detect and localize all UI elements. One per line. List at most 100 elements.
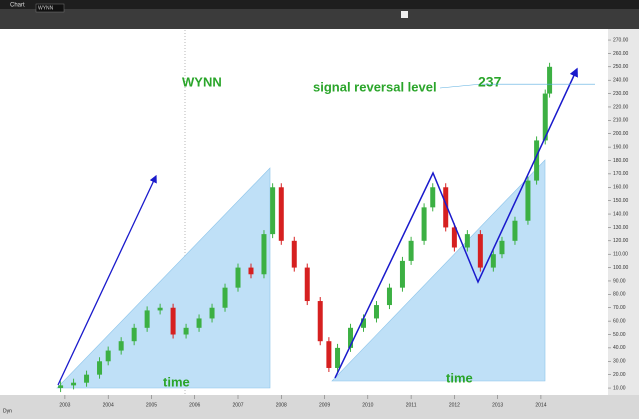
toolbar xyxy=(0,9,639,29)
candle-body xyxy=(335,347,341,368)
y-tick-label: 240.00 xyxy=(613,78,629,84)
signal-annotation: signal reversal level xyxy=(313,79,437,94)
candle-body xyxy=(170,307,176,335)
candle xyxy=(326,337,332,372)
y-tick-label: 130.00 xyxy=(613,225,629,231)
candle-body xyxy=(183,327,189,335)
candle-body xyxy=(477,234,483,268)
y-tick-label: 100.00 xyxy=(613,265,629,271)
candles xyxy=(58,62,553,393)
y-tick-label: 220.00 xyxy=(613,104,629,110)
candle-body xyxy=(58,385,64,389)
x-tick-label: 2005 xyxy=(146,402,157,408)
toolbar-button[interactable] xyxy=(401,11,408,18)
y-tick-label: 210.00 xyxy=(613,118,629,124)
candle-body xyxy=(525,180,531,221)
candle xyxy=(373,301,379,323)
candle-body xyxy=(451,227,457,248)
candle-body xyxy=(430,187,436,208)
candle-body xyxy=(408,240,414,261)
candle xyxy=(157,303,163,315)
candle-body xyxy=(222,287,228,308)
y-tick-label: 170.00 xyxy=(613,171,629,177)
candle xyxy=(261,230,267,279)
candle-body xyxy=(248,267,254,275)
candle-body xyxy=(443,187,449,228)
candle-body xyxy=(235,267,241,288)
candle xyxy=(304,263,310,306)
y-tick-label: 190.00 xyxy=(613,144,629,150)
y-tick-label: 30.00 xyxy=(613,359,626,365)
candle xyxy=(222,283,228,312)
symbol-input[interactable]: WYNN xyxy=(38,5,54,11)
candle xyxy=(97,357,103,379)
candle xyxy=(547,62,553,98)
candle-body xyxy=(464,234,470,248)
candle xyxy=(84,370,90,387)
candle xyxy=(209,303,215,323)
x-tick-label: 2012 xyxy=(449,402,460,408)
level-annotation: 237 xyxy=(478,74,502,90)
y-tick-label: 60.00 xyxy=(613,318,626,324)
candle-body xyxy=(270,187,276,235)
time-annotation: time xyxy=(446,370,473,385)
candle-body xyxy=(542,93,548,141)
y-tick-label: 180.00 xyxy=(613,158,629,164)
tab-label[interactable]: Chart xyxy=(10,3,25,9)
candle-body xyxy=(157,307,163,311)
y-tick-label: 270.00 xyxy=(613,37,629,43)
candle-body xyxy=(326,341,332,368)
symbol-box[interactable] xyxy=(35,3,65,13)
y-tick-label: 140.00 xyxy=(613,211,629,217)
x-tick-label: 2008 xyxy=(276,402,287,408)
x-tick-label: 2006 xyxy=(189,402,200,408)
y-tick-label: 90.00 xyxy=(613,278,626,284)
candle-body xyxy=(547,66,553,94)
y-tick-label: 120.00 xyxy=(613,238,629,244)
candle xyxy=(421,203,427,245)
y-tick-label: 10.00 xyxy=(613,385,626,391)
candle xyxy=(512,216,518,245)
candle-body xyxy=(118,341,124,351)
y-tick-label: 40.00 xyxy=(613,345,626,351)
y-tick-label: 20.00 xyxy=(613,372,626,378)
candle xyxy=(443,183,449,232)
y-tick-label: 110.00 xyxy=(613,252,628,258)
candle-body xyxy=(534,140,540,181)
candle-body xyxy=(499,240,505,255)
x-tick-label: 2003 xyxy=(59,402,70,408)
candle-body xyxy=(373,305,379,319)
candle-body xyxy=(196,318,202,328)
candle xyxy=(408,236,414,265)
candle xyxy=(490,250,496,272)
y-axis-area xyxy=(608,29,639,395)
y-tick-label: 150.00 xyxy=(613,198,629,204)
candle xyxy=(464,230,470,252)
candle-body xyxy=(278,187,284,241)
candle-body xyxy=(386,287,392,306)
trend-arrow xyxy=(334,67,578,379)
candle-body xyxy=(261,234,267,275)
y-tick-label: 160.00 xyxy=(613,185,629,191)
candle xyxy=(399,256,405,292)
candle-body xyxy=(512,220,518,241)
candle-body xyxy=(97,361,103,375)
x-tick-label: 2013 xyxy=(492,402,503,408)
tab-bar xyxy=(0,0,639,9)
candle xyxy=(58,381,64,393)
candle-body xyxy=(361,318,367,328)
x-tick-label: 2004 xyxy=(103,402,114,408)
candle-body xyxy=(291,240,297,268)
x-axis-area xyxy=(0,395,639,419)
y-tick-label: 50.00 xyxy=(613,332,626,338)
candle xyxy=(144,306,150,332)
candle xyxy=(270,183,276,239)
candle-body xyxy=(421,207,427,241)
candle-body xyxy=(84,374,90,383)
candle xyxy=(335,343,341,372)
candle-body xyxy=(105,350,111,362)
candle xyxy=(131,323,137,346)
y-tick-label: 260.00 xyxy=(613,51,629,57)
